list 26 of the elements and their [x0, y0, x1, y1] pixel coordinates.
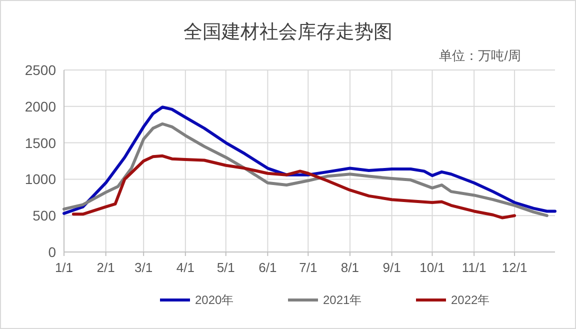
legend-label: 2020年	[195, 293, 234, 307]
x-tick-label: 7/1	[299, 260, 318, 275]
x-tick-label: 6/1	[258, 260, 277, 275]
x-tick-label: 3/1	[134, 260, 153, 275]
y-tick-label: 1500	[24, 134, 56, 151]
x-tick-label: 2/1	[96, 260, 115, 275]
x-tick-label: 9/1	[382, 260, 401, 275]
x-tick-label: 1/1	[54, 260, 74, 275]
legend-label: 2021年	[323, 293, 362, 307]
y-tick-label: 2500	[24, 62, 56, 78]
x-tick-label: 10/1	[420, 260, 445, 275]
line-series	[62, 122, 548, 218]
line-series	[72, 154, 516, 220]
text: 单位：万吨/周	[439, 48, 521, 63]
y-tick-label: 1000	[24, 171, 56, 188]
legend-label: 2022年	[451, 293, 490, 307]
y-tick-label: 0	[48, 244, 56, 260]
line-series	[62, 106, 556, 215]
chart-title: 全国建材社会库存走势图	[184, 21, 392, 43]
y-tick-label: 500	[32, 208, 56, 224]
x-tick-label: 12/1	[502, 260, 528, 275]
x-tick-label: 4/1	[176, 260, 194, 275]
y-tick-label: 2000	[24, 98, 56, 114]
x-tick-label: 11/1	[462, 260, 486, 275]
x-tick-label: 5/1	[216, 260, 235, 275]
x-tick-label: 8/1	[340, 260, 360, 275]
